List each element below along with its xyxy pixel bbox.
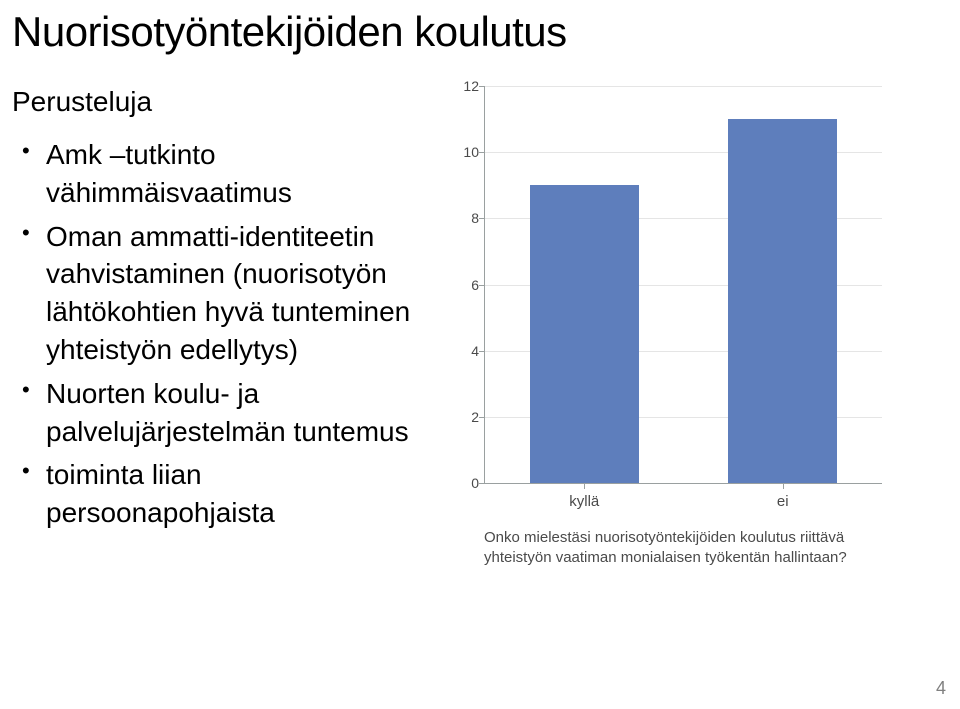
bullet-item: toiminta liian persoonapohjaista xyxy=(12,456,430,532)
y-label: 8 xyxy=(457,210,479,226)
y-tick xyxy=(479,86,485,87)
bar xyxy=(728,119,837,483)
bullet-list: Amk –tutkinto vähimmäisvaatimus Oman amm… xyxy=(12,136,430,532)
y-tick xyxy=(479,483,485,484)
page-title: Nuorisotyöntekijöiden koulutus xyxy=(0,0,960,56)
x-tick xyxy=(783,483,784,489)
bullet-item: Oman ammatti-identiteetin vahvistaminen … xyxy=(12,218,430,369)
y-tick xyxy=(479,152,485,153)
plot-area: 024681012kylläei xyxy=(484,86,882,484)
bullet-item: Nuorten koulu- ja palvelujärjestelmän tu… xyxy=(12,375,430,451)
x-label: kyllä xyxy=(569,493,599,510)
bar-chart: 024681012kylläei Onko mielestäsi nuoriso… xyxy=(450,86,890,646)
bullet-item: Amk –tutkinto vähimmäisvaatimus xyxy=(12,136,430,212)
chart-column: 024681012kylläei Onko mielestäsi nuoriso… xyxy=(450,86,940,646)
text-column: Perusteluja Amk –tutkinto vähimmäisvaati… xyxy=(0,86,450,646)
gridline xyxy=(485,86,882,87)
y-tick xyxy=(479,218,485,219)
content-row: Perusteluja Amk –tutkinto vähimmäisvaati… xyxy=(0,86,960,646)
bar xyxy=(530,185,639,483)
y-label: 10 xyxy=(457,144,479,160)
x-label: ei xyxy=(777,493,789,510)
chart-caption: Onko mielestäsi nuorisotyöntekijöiden ko… xyxy=(484,528,882,567)
y-label: 2 xyxy=(457,409,479,425)
y-label: 4 xyxy=(457,343,479,359)
y-label: 6 xyxy=(457,277,479,293)
y-label: 0 xyxy=(457,475,479,491)
page-number: 4 xyxy=(936,678,946,699)
y-label: 12 xyxy=(457,78,479,94)
x-tick xyxy=(584,483,585,489)
y-tick xyxy=(479,417,485,418)
subheading: Perusteluja xyxy=(12,86,430,118)
y-tick xyxy=(479,351,485,352)
y-tick xyxy=(479,285,485,286)
